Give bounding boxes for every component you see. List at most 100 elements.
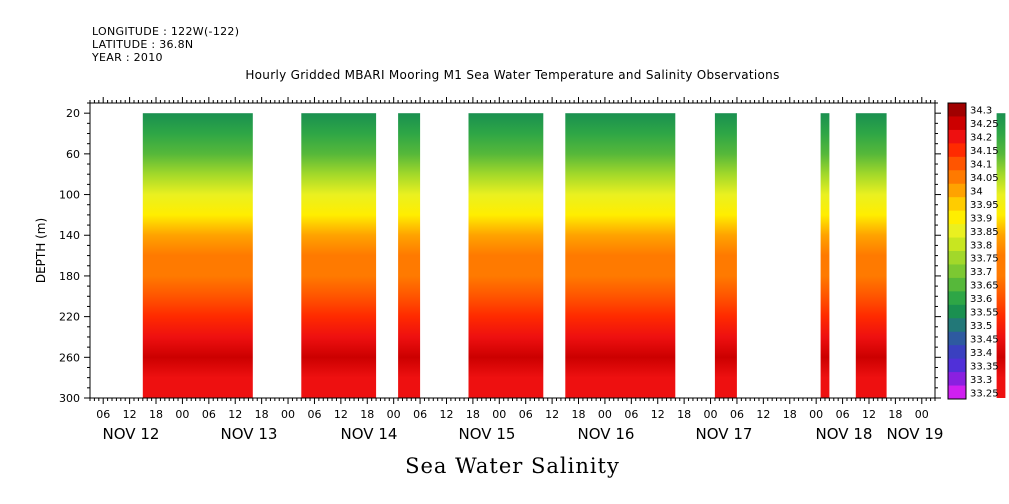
y-axis: 20 60 100 140 180 220 260 300 DEPTH (m)	[34, 102, 941, 405]
colorbar-label: 34.15	[970, 146, 999, 157]
data-segment	[996, 113, 1006, 398]
x-hour-label: 06	[202, 408, 216, 421]
colorbar-label: 34.2	[970, 133, 992, 144]
y-tick-label: 140	[59, 229, 80, 242]
x-hour-label: 18	[149, 408, 163, 421]
y-tick-label: 180	[59, 270, 80, 283]
colorbar-label: 33.7	[970, 267, 992, 278]
colorbar-label: 33.75	[970, 254, 999, 265]
x-hour-label: 18	[888, 408, 902, 421]
colorbar-frame	[947, 102, 967, 400]
x-hour-label: 18	[255, 408, 269, 421]
colorbar-label: 33.4	[970, 348, 992, 359]
data-segment	[714, 113, 737, 398]
colorbar-label: 34.25	[970, 119, 999, 130]
colorbar-swatch	[948, 143, 966, 158]
y-tick-label: 300	[59, 392, 80, 405]
data-segment	[468, 113, 544, 398]
x-hour-label: 06	[413, 408, 427, 421]
colorbar-swatch	[948, 183, 966, 198]
colorbar-swatch	[948, 331, 966, 346]
colorbar-swatch	[948, 103, 966, 117]
colorbar-label: 33.5	[970, 321, 992, 332]
x-hour-label: 06	[730, 408, 744, 421]
data-segment	[820, 113, 830, 398]
x-hour-label: 12	[228, 408, 242, 421]
colorbar-label: 33.8	[970, 240, 992, 251]
x-hour-label: 00	[492, 408, 506, 421]
data-segment	[142, 113, 253, 398]
y-tick-label: 260	[59, 351, 80, 364]
y-tick-label: 100	[59, 189, 80, 202]
colorbar-label: 33.45	[970, 335, 999, 346]
colorbar-swatch	[948, 291, 966, 306]
x-hour-label: 18	[572, 408, 586, 421]
x-day-label: NOV 16	[578, 425, 635, 443]
x-day-label: NOV 17	[696, 425, 753, 443]
colorbar-swatch	[948, 318, 966, 333]
longitude-label: LONGITUDE : 122W(-122)	[92, 25, 240, 38]
x-hour-label: 06	[836, 408, 850, 421]
x-hour-label: 12	[651, 408, 665, 421]
x-hour-label: 06	[624, 408, 638, 421]
colorbar-swatch	[948, 116, 966, 131]
colorbar-label: 34.05	[970, 173, 999, 184]
colorbar-label: 33.9	[970, 213, 992, 224]
x-day-label: NOV 14	[341, 425, 398, 443]
y-axis-label: DEPTH (m)	[34, 218, 48, 283]
colorbar-label: 33.6	[970, 294, 992, 305]
colorbar-swatch	[948, 156, 966, 171]
x-day-label: NOV 12	[103, 425, 160, 443]
colorbar-label: 33.25	[970, 388, 999, 399]
colorbar-swatch	[948, 210, 966, 225]
colorbar-label: 33.35	[970, 361, 999, 372]
x-hour-label: 12	[862, 408, 876, 421]
colorbar-swatch	[948, 251, 966, 265]
colorbar-swatch	[948, 237, 966, 252]
x-hour-label: 12	[123, 408, 137, 421]
x-hour-label: 06	[519, 408, 533, 421]
x-day-label: NOV 18	[816, 425, 873, 443]
chart-title: Hourly Gridded MBARI Mooring M1 Sea Wate…	[245, 68, 780, 82]
plot-area	[89, 102, 1006, 399]
x-hour-label: 00	[387, 408, 401, 421]
colorbar-swatch	[948, 304, 966, 319]
x-hour-label: 12	[439, 408, 453, 421]
x-hour-label: 00	[704, 408, 718, 421]
latitude-label: LATITUDE : 36.8N	[92, 38, 194, 51]
data-segment	[398, 113, 421, 398]
colorbar-label: 33.65	[970, 281, 999, 292]
colorbar-label: 33.85	[970, 227, 999, 238]
colorbar-swatch	[948, 129, 966, 144]
x-hour-label: 00	[915, 408, 929, 421]
x-hour-label: 12	[756, 408, 770, 421]
y-tick-label: 60	[66, 148, 80, 161]
colorbar-label: 33.3	[970, 375, 992, 386]
colorbar-swatch	[948, 224, 966, 239]
data-segment	[301, 113, 377, 398]
colorbar-swatch	[948, 345, 966, 360]
x-hour-label: 06	[96, 408, 110, 421]
x-hour-label: 00	[281, 408, 295, 421]
x-hour-label: 00	[809, 408, 823, 421]
x-hour-label: 18	[677, 408, 691, 421]
data-segment	[565, 113, 676, 398]
colorbar-swatch	[948, 358, 966, 373]
colorbar-swatch	[948, 197, 966, 212]
colorbar-swatch	[948, 264, 966, 279]
x-day-label: NOV 13	[221, 425, 278, 443]
x-hour-label: 18	[466, 408, 480, 421]
x-hour-label: 12	[334, 408, 348, 421]
y-tick-label: 220	[59, 311, 80, 324]
colorbar-swatch	[948, 372, 966, 387]
x-hour-label: 12	[545, 408, 559, 421]
colorbar-label: 34	[970, 187, 983, 198]
x-hour-label: 00	[598, 408, 612, 421]
colorbar-label: 34.1	[970, 160, 992, 171]
chart-subtitle: Sea Water Salinity	[405, 454, 620, 478]
colorbar-swatch	[948, 277, 966, 292]
x-hour-label: 18	[783, 408, 797, 421]
colorbar-swatch	[948, 170, 966, 185]
colorbar-label: 34.3	[970, 106, 992, 117]
